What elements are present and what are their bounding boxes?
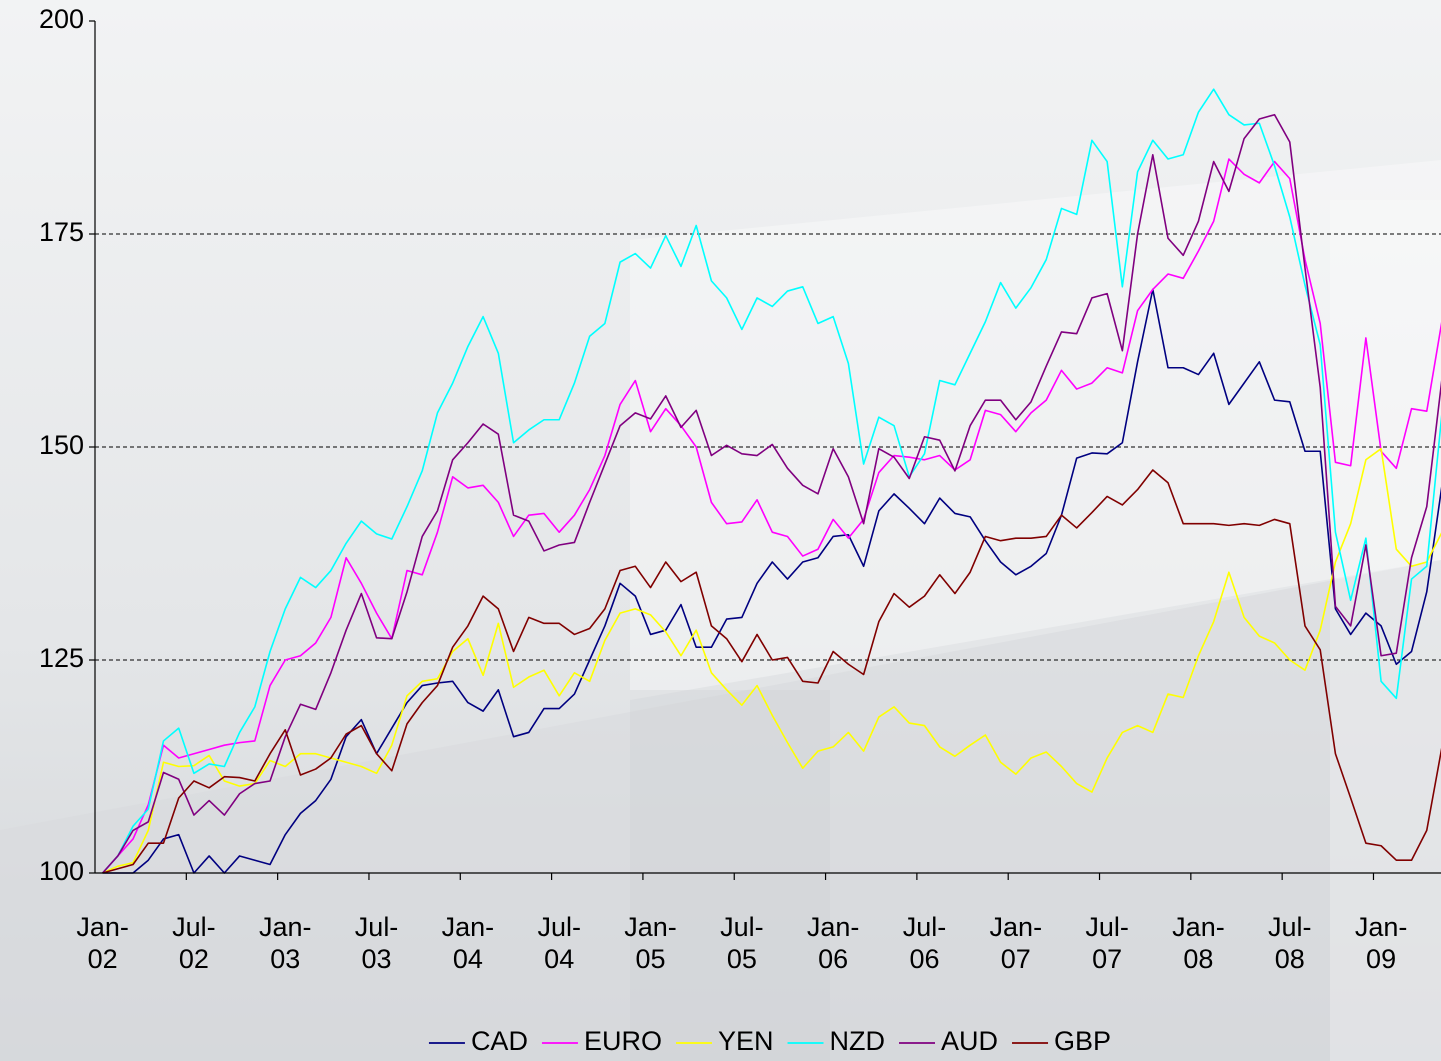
legend-label: GBP bbox=[1054, 1026, 1111, 1056]
series-line bbox=[102, 469, 1441, 874]
x-tick-label: Jan-03 bbox=[258, 912, 312, 974]
x-tick-label: Jan-05 bbox=[624, 912, 677, 974]
background-shape bbox=[630, 690, 830, 1061]
x-tick-label: Jan-04 bbox=[441, 912, 495, 974]
x-tick-label: Jan-09 bbox=[1354, 912, 1408, 974]
x-tick-label: Jan-02 bbox=[76, 912, 129, 974]
series-line bbox=[102, 113, 1441, 874]
x-tick-label: Jul-05 bbox=[720, 912, 764, 974]
y-tick-label: 150 bbox=[39, 430, 84, 460]
series-line bbox=[102, 88, 1441, 874]
y-tick-label: 200 bbox=[39, 4, 84, 34]
series-line bbox=[102, 288, 1441, 874]
x-tick-label: Jul-06 bbox=[902, 912, 947, 974]
x-tick-label: Jul-07 bbox=[1085, 912, 1129, 974]
legend-label: YEN bbox=[718, 1026, 774, 1056]
legend-label: NZD bbox=[830, 1026, 886, 1056]
legend-label: CAD bbox=[471, 1026, 528, 1056]
x-tick-label: Jan-06 bbox=[806, 912, 860, 974]
y-tick-label: 100 bbox=[39, 856, 84, 886]
x-tick-label: Jul-08 bbox=[1268, 912, 1312, 974]
legend-label: EURO bbox=[584, 1026, 662, 1056]
x-tick-label: Jul-04 bbox=[537, 912, 581, 974]
y-tick-label: 175 bbox=[39, 217, 84, 247]
x-tick-label: Jul-03 bbox=[354, 912, 399, 974]
x-tick-label: Jan-08 bbox=[1172, 912, 1225, 974]
x-tick-label: Jul-02 bbox=[172, 912, 216, 974]
background-shape bbox=[0, 560, 1441, 1061]
series-line bbox=[102, 447, 1441, 874]
series-line bbox=[102, 158, 1441, 874]
legend-label: AUD bbox=[941, 1026, 998, 1056]
background-shape bbox=[630, 160, 1441, 700]
y-tick-label: 125 bbox=[39, 643, 84, 673]
x-tick-label: Jan-07 bbox=[989, 912, 1043, 974]
